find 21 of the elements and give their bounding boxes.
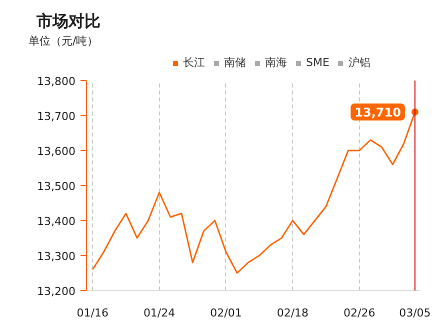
y-axis-title: 单位（元/吨） bbox=[28, 34, 98, 48]
x-tick-label: 02/01 bbox=[210, 306, 242, 320]
legend-label: 南海 bbox=[265, 55, 287, 70]
chart-title: 市场对比 bbox=[36, 12, 100, 30]
legend-label: SME bbox=[306, 56, 330, 69]
y-tick-label: 13,600 bbox=[37, 145, 76, 158]
x-tick-label: 03/05 bbox=[399, 306, 431, 320]
legend-label: 南储 bbox=[224, 55, 246, 70]
x-tick-label: 01/16 bbox=[76, 306, 108, 320]
y-tick-label: 13,300 bbox=[37, 250, 76, 263]
x-tick-label: 01/24 bbox=[143, 306, 176, 320]
y-tick-label: 13,500 bbox=[37, 180, 76, 193]
y-tick-label: 13,700 bbox=[37, 110, 76, 123]
y-tick-label: 13,200 bbox=[37, 285, 76, 298]
y-tick-label: 13,800 bbox=[37, 75, 76, 88]
x-tick-label: 02/18 bbox=[276, 306, 309, 320]
data-label: 13,710 bbox=[354, 106, 401, 120]
y-tick-label: 13,400 bbox=[37, 215, 76, 228]
x-tick-label: 02/26 bbox=[344, 306, 376, 320]
legend-label: 沪铝 bbox=[348, 55, 370, 70]
legend-label: 长江 bbox=[183, 55, 205, 70]
